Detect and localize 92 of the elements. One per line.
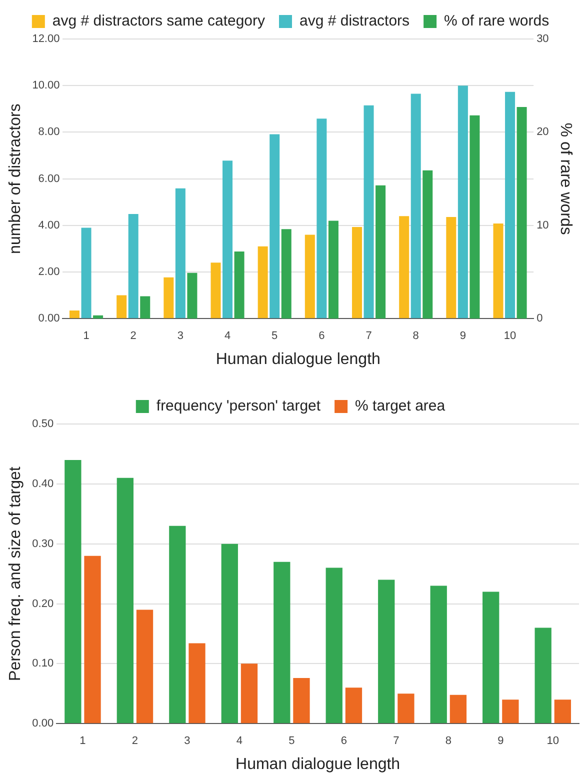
bar [376, 185, 386, 319]
y-axis-title: Person freq. and size of target [7, 466, 24, 681]
x-axis-title: Human dialogue length [216, 350, 380, 368]
x-tick-label: 6 [340, 735, 347, 748]
bar [221, 544, 238, 724]
bar [175, 188, 186, 318]
bar [399, 216, 410, 318]
bar [398, 694, 414, 724]
bar [140, 296, 150, 319]
x-tick-label: 4 [224, 330, 231, 342]
bar [534, 628, 552, 724]
y-tick-label: 0.30 [32, 538, 54, 550]
y2-tick-label: 30 [536, 33, 549, 46]
bar [116, 295, 127, 318]
bar [81, 228, 92, 318]
x-tick-label: 8 [445, 735, 452, 748]
bar [482, 592, 500, 724]
y-tick-label: 2.00 [38, 266, 60, 278]
legend-label: % of rare words [444, 12, 550, 30]
x-tick-label: 1 [83, 330, 90, 342]
bar [326, 568, 342, 724]
bar [258, 246, 268, 318]
bar [293, 678, 310, 724]
bar [169, 526, 186, 724]
x-tick-label: 3 [184, 735, 190, 748]
x-tick-label: 1 [80, 735, 86, 748]
bar [210, 262, 221, 318]
y-tick-label: 0.00 [38, 312, 60, 325]
x-tick-label: 2 [132, 735, 138, 748]
bar [493, 224, 504, 318]
x-tick-label: 3 [177, 330, 184, 342]
y-tick-label: 0.00 [32, 718, 54, 730]
y2-tick-label: 10 [536, 219, 549, 232]
bar [430, 586, 447, 724]
x-tick-label: 9 [460, 330, 466, 342]
bar [470, 115, 480, 319]
y-tick-label: 8.00 [38, 126, 60, 138]
bar [222, 160, 233, 318]
bar [458, 86, 468, 318]
x-tick-label: 10 [504, 330, 516, 342]
bar [378, 580, 395, 724]
x-tick-label: 10 [546, 735, 560, 748]
legend-label: avg # distractors same category [52, 12, 266, 30]
bar [345, 688, 362, 724]
y-tick-label: 0.10 [32, 658, 54, 670]
bar [410, 94, 421, 318]
bar [316, 118, 327, 318]
legend-label: frequency 'person' target [156, 398, 322, 415]
y2-tick-label: 0 [536, 312, 543, 325]
bar [136, 610, 154, 724]
y2-tick-label: 20 [536, 126, 549, 138]
bar [187, 272, 198, 319]
bar [64, 460, 82, 724]
y-tick-label: 10.00 [32, 80, 60, 92]
y-axis-title: number of distractors [7, 104, 24, 254]
x-axis-title: Human dialogue length [236, 756, 400, 773]
legend-label: avg # distractors [300, 12, 410, 30]
x-tick-label: 7 [366, 330, 372, 342]
y2-axis-title: % of rare words [556, 122, 574, 235]
bar [270, 134, 280, 318]
x-tick-label: 9 [498, 735, 504, 748]
x-tick-label: 4 [236, 735, 243, 748]
bar [450, 694, 467, 724]
bar [352, 227, 362, 318]
bar [304, 234, 315, 318]
bar [69, 310, 80, 318]
x-tick-label: 5 [288, 735, 295, 748]
x-tick-label: 5 [272, 330, 278, 342]
y-tick-label: 0.40 [32, 478, 54, 490]
bar [188, 643, 206, 724]
y-tick-label: 0.50 [32, 418, 54, 430]
y-tick-label: 12.00 [32, 33, 60, 46]
bar [422, 170, 433, 319]
bar [554, 700, 571, 724]
x-tick-label: 8 [412, 330, 419, 342]
y-tick-label: 6.00 [38, 172, 60, 185]
x-tick-label: 7 [393, 735, 400, 748]
y-tick-label: 0.20 [32, 598, 54, 610]
bar [502, 700, 519, 724]
bar [274, 562, 290, 724]
bar [446, 217, 456, 318]
x-tick-label: 6 [318, 330, 325, 342]
x-tick-label: 2 [130, 330, 136, 342]
bar [128, 214, 138, 318]
bar [240, 664, 258, 724]
bar [164, 277, 174, 318]
y-tick-label: 4.00 [38, 219, 60, 232]
bar [93, 315, 104, 319]
legend-label: % target area [355, 398, 446, 415]
bar [84, 556, 101, 724]
bar [116, 478, 134, 724]
bar [364, 105, 374, 318]
